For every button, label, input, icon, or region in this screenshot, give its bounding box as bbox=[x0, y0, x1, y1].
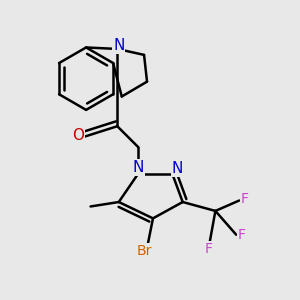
Text: F: F bbox=[205, 242, 213, 256]
Text: O: O bbox=[72, 128, 84, 142]
Text: F: F bbox=[238, 228, 245, 242]
Text: N: N bbox=[132, 160, 144, 175]
Text: F: F bbox=[241, 192, 248, 206]
Text: N: N bbox=[171, 161, 183, 176]
Text: N: N bbox=[113, 38, 124, 53]
Text: Br: Br bbox=[136, 244, 152, 258]
